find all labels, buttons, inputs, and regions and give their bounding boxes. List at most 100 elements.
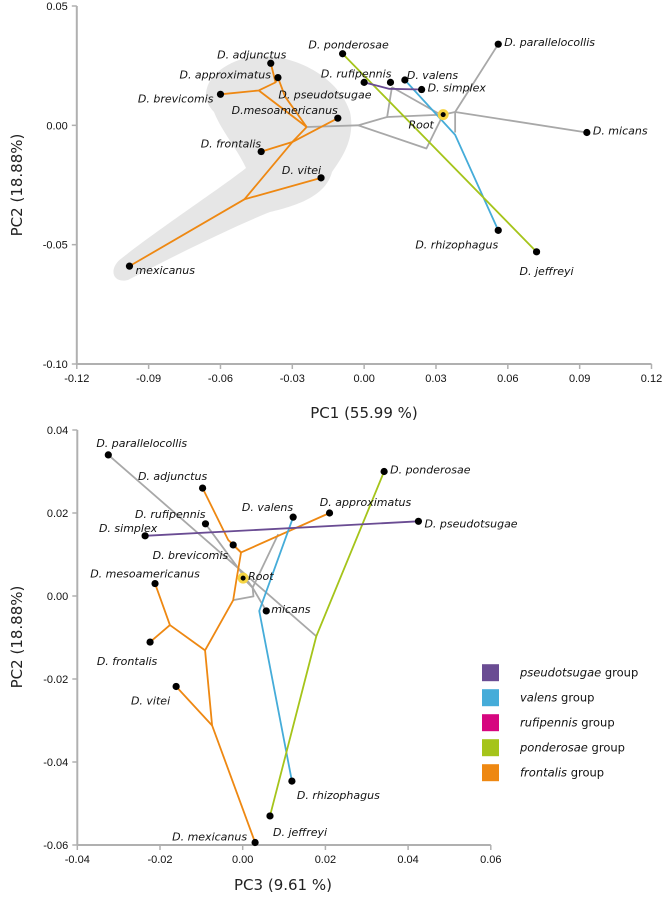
tip-point-pseudotsugae bbox=[414, 517, 423, 525]
branch-other bbox=[251, 533, 280, 589]
y-tick-label: 0.02 bbox=[47, 508, 68, 520]
branch-frontalis bbox=[211, 725, 256, 843]
tip-label-rufipennis: D. rufipennis bbox=[321, 67, 392, 80]
x-tick-label: -0.06 bbox=[208, 373, 233, 385]
legend-label-valens: valens group bbox=[520, 691, 594, 705]
x-tick-label: -0.12 bbox=[64, 373, 89, 385]
tip-point-root bbox=[440, 112, 446, 118]
branch-other bbox=[387, 43, 500, 118]
legend: pseudotsugae group valens group rufipennis… bbox=[482, 664, 638, 782]
tip-label-parallelocollis: D. parallelocollis bbox=[96, 437, 187, 450]
branch-ponderosae bbox=[269, 471, 385, 817]
tip-point-parallelocollis bbox=[104, 451, 112, 459]
tip-label-mesoamericanus: D. mesoamericanus bbox=[90, 568, 200, 581]
x-tick-label: 0.02 bbox=[315, 854, 336, 866]
tip-label-valens: D. valens bbox=[407, 69, 459, 82]
tip-point-rhizophagus bbox=[288, 777, 296, 785]
tip-label-mexicanus: mexicanus bbox=[135, 264, 195, 277]
y-tick-label: 0.04 bbox=[47, 425, 68, 437]
legend-swatch-frontalis bbox=[482, 764, 499, 782]
tip-label-vitei: D. vitei bbox=[282, 164, 321, 177]
x-tick-label: 0.00 bbox=[232, 854, 253, 866]
y-tick-label: -0.02 bbox=[43, 674, 68, 686]
branch-frontalis bbox=[175, 650, 214, 727]
x-axis-title: PC3 (9.61 %) bbox=[234, 876, 332, 894]
y-axis-title: PC2 (18.88%) bbox=[8, 586, 26, 689]
tip-point-adjunctus bbox=[267, 59, 275, 67]
legend-label-frontalis: frontalis group bbox=[520, 766, 604, 780]
legend-label-ponderosae: ponderosae group bbox=[519, 741, 625, 755]
branch-frontalis bbox=[291, 117, 339, 143]
tip-label-rufipennis: D. rufipennis bbox=[135, 508, 206, 521]
tip-label-adjunctus: D. adjunctus bbox=[217, 48, 287, 61]
tip-point-jeffreyi bbox=[266, 812, 274, 820]
tip-label-simplex: D. simplex bbox=[428, 82, 487, 95]
branch-pseudotsugae bbox=[363, 81, 422, 91]
tip-point-micans bbox=[262, 607, 270, 615]
branch-frontalis bbox=[129, 198, 245, 267]
tip-point-pseudotsugae bbox=[386, 78, 395, 86]
branch-frontalis bbox=[240, 512, 330, 554]
branch-valens bbox=[258, 516, 294, 782]
tip-label-micans: micans bbox=[271, 603, 311, 616]
y-tick-label: 0.00 bbox=[47, 591, 68, 603]
tip-point-mesoamericanus bbox=[334, 114, 342, 122]
branch-other bbox=[357, 114, 444, 150]
tip-point-mexicanus bbox=[251, 838, 259, 847]
tip-point-brevicomis bbox=[229, 541, 237, 549]
y-tick-label: -0.06 bbox=[43, 840, 68, 852]
tip-label-approximatus: D. approximatus bbox=[179, 69, 271, 82]
tip-label-micans: D. micans bbox=[593, 124, 648, 137]
tip-point-vitei bbox=[317, 174, 325, 182]
tip-label-frontalis: D. frontalis bbox=[97, 655, 158, 668]
tip-label-root: Root bbox=[248, 570, 274, 583]
x-tick-label: 0.04 bbox=[397, 854, 418, 866]
tip-label-mesoamericanus: D.mesoamericanus bbox=[232, 104, 338, 117]
y-tick-label: 0.05 bbox=[46, 1, 67, 13]
branch-frontalis bbox=[154, 583, 206, 652]
tip-point-jeffreyi bbox=[532, 248, 541, 256]
tip-point-micans bbox=[583, 128, 591, 137]
tip-point-rufipennis bbox=[360, 78, 368, 86]
tip-point-ponderosae bbox=[380, 467, 388, 476]
tip-label-frontalis: D. frontalis bbox=[201, 138, 262, 151]
branch-other bbox=[107, 454, 317, 637]
tip-point-mexicanus bbox=[125, 262, 134, 270]
x-tick-label: 0.09 bbox=[569, 373, 590, 385]
x-tick-label: 0.06 bbox=[497, 373, 518, 385]
tip-point-rufipennis bbox=[201, 520, 210, 528]
x-tick-label: -0.09 bbox=[136, 373, 161, 385]
tip-label-mexicanus: D. mexicanus bbox=[172, 831, 247, 844]
branch-frontalis bbox=[258, 89, 308, 128]
pc3-pc2-chart: -0.04 -0.02 0.00 0.02 0.04 0.06 0.04 0.02 0.00 -0… bbox=[8, 425, 638, 894]
branch-other bbox=[204, 523, 268, 612]
x-axis-title: PC1 (55.99 %) bbox=[310, 404, 418, 422]
legend-label-pseudotsugae: pseudotsugae group bbox=[519, 666, 638, 680]
tip-label-vitei: D. vitei bbox=[131, 694, 170, 707]
x-tick-label: -0.04 bbox=[65, 854, 90, 866]
tip-point-approximatus bbox=[274, 74, 282, 82]
tip-label-brevicomis: D. brevicomis bbox=[138, 92, 214, 105]
tip-point-mesoamericanus bbox=[151, 579, 159, 588]
tip-point-vitei bbox=[172, 682, 180, 691]
x-tick-label: -0.02 bbox=[147, 854, 172, 866]
y-tick-label: 0.00 bbox=[46, 120, 67, 132]
tip-label-pseudotsugae: D. pseudotsugae bbox=[278, 88, 371, 101]
tip-point-simplex bbox=[418, 85, 426, 94]
y-tick-label: -0.10 bbox=[43, 359, 68, 371]
frontalis-group-highlight bbox=[113, 56, 352, 281]
tip-label-rhizophagus: D. rhizophagus bbox=[297, 789, 380, 802]
x-tick-label: -0.03 bbox=[280, 373, 305, 385]
pc1-pc2-chart: -0.12 -0.09 -0.06 -0.03 0.00 0.03 0.06 0.09 0.12… bbox=[8, 1, 662, 422]
legend-label-rufipennis: rufipennis group bbox=[520, 716, 615, 730]
y-tick-label: -0.04 bbox=[43, 757, 68, 769]
x-tick-label: 0.00 bbox=[353, 373, 374, 385]
legend-swatch-rufipennis bbox=[482, 714, 499, 732]
y-tick-label: -0.05 bbox=[43, 240, 68, 252]
tip-label-jeffreyi: D. jeffreyi bbox=[273, 826, 327, 839]
branch-frontalis bbox=[220, 63, 277, 96]
branch-frontalis bbox=[204, 552, 242, 651]
tip-point-rhizophagus bbox=[494, 226, 502, 234]
tip-point-valens bbox=[289, 513, 297, 521]
